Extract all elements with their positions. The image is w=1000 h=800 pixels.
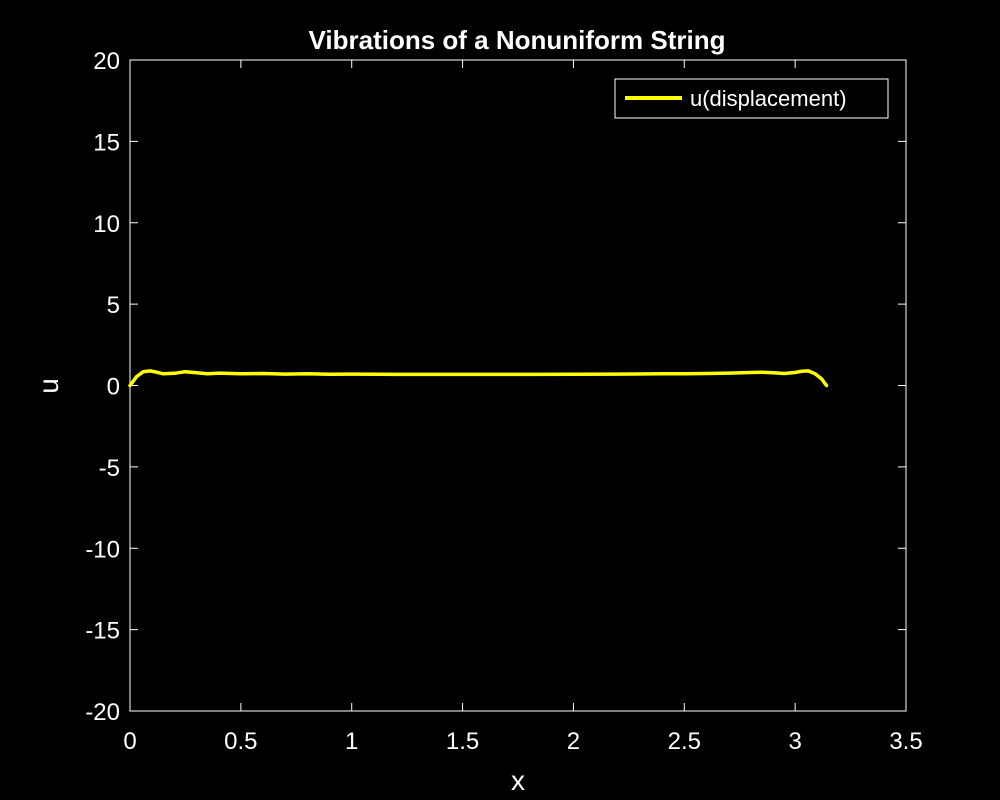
y-tick-label: 20: [93, 48, 120, 75]
x-tick-label: 3: [788, 728, 801, 755]
x-tick-label: 1.5: [446, 728, 479, 755]
y-tick-label: -5: [99, 455, 120, 482]
axis-ticks: 0 0.5 1 1.5 2 2.5 3 3.5 -20 -15 -10 -5 0 5 10 15 20: [85, 48, 922, 755]
y-tick-label: 5: [107, 292, 120, 319]
y-axis-label: u: [33, 378, 64, 394]
x-tick-label: 0: [123, 728, 136, 755]
series-line: [128, 369, 829, 388]
legend: u(displacement): [614, 78, 889, 119]
y-tick-label: 0: [107, 374, 120, 401]
series-layer: [128, 369, 829, 388]
legend-box: [614, 78, 889, 119]
chart-title: Vibrations of a Nonuniform String: [309, 25, 726, 55]
x-tick-label: 3.5: [889, 728, 922, 755]
y-tick-label: -15: [85, 618, 120, 645]
y-tick-label: -20: [85, 699, 120, 726]
legend-label: u(displacement): [690, 86, 847, 111]
y-tick-label: 15: [93, 129, 120, 156]
x-tick-label: 2.5: [668, 728, 701, 755]
x-tick-label: 1: [345, 728, 358, 755]
y-tick-label: 10: [93, 211, 120, 238]
plot-area: [129, 59, 907, 712]
x-axis-label: x: [511, 765, 525, 796]
x-tick-label: 0.5: [224, 728, 257, 755]
y-tick-label: -10: [85, 536, 120, 563]
x-tick-label: 2: [567, 728, 580, 755]
